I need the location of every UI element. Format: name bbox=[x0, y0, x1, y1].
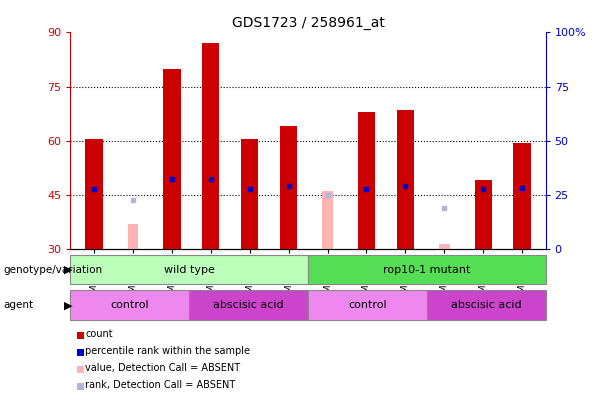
Bar bbox=[308, 255, 546, 284]
Text: count: count bbox=[85, 329, 113, 339]
Text: rank, Detection Call = ABSENT: rank, Detection Call = ABSENT bbox=[85, 380, 235, 390]
Bar bbox=[128, 224, 138, 249]
Text: ▶: ▶ bbox=[64, 264, 72, 275]
Title: GDS1723 / 258961_at: GDS1723 / 258961_at bbox=[232, 16, 384, 30]
Text: control: control bbox=[348, 300, 387, 310]
Text: rop10-1 mutant: rop10-1 mutant bbox=[383, 264, 471, 275]
Bar bbox=[322, 191, 333, 249]
Bar bbox=[474, 181, 492, 249]
Bar bbox=[85, 139, 102, 249]
Text: percentile rank within the sample: percentile rank within the sample bbox=[85, 346, 250, 356]
Text: agent: agent bbox=[3, 300, 33, 310]
Bar bbox=[439, 244, 449, 249]
Bar bbox=[308, 290, 427, 320]
Text: abscisic acid: abscisic acid bbox=[213, 300, 284, 310]
Text: control: control bbox=[110, 300, 149, 310]
Text: wild type: wild type bbox=[164, 264, 215, 275]
Bar bbox=[241, 139, 259, 249]
Text: value, Detection Call = ABSENT: value, Detection Call = ABSENT bbox=[85, 363, 240, 373]
Text: ▶: ▶ bbox=[64, 300, 72, 310]
Bar bbox=[427, 290, 546, 320]
Text: genotype/variation: genotype/variation bbox=[3, 264, 102, 275]
Bar bbox=[514, 143, 531, 249]
Text: abscisic acid: abscisic acid bbox=[451, 300, 522, 310]
Bar bbox=[202, 43, 219, 249]
Bar bbox=[397, 110, 414, 249]
Bar bbox=[357, 112, 375, 249]
Bar bbox=[189, 290, 308, 320]
Bar bbox=[280, 126, 297, 249]
Bar bbox=[70, 290, 189, 320]
Bar bbox=[163, 68, 180, 249]
Bar bbox=[70, 255, 308, 284]
